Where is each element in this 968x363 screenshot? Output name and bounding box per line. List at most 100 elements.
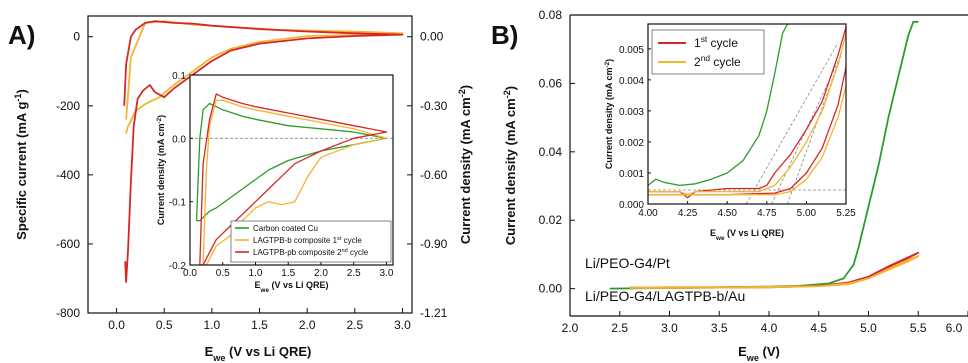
text-part: -2 xyxy=(457,89,467,97)
series-group xyxy=(609,20,920,290)
series-line-red xyxy=(648,26,846,199)
text-part: ) xyxy=(156,115,166,118)
text-part: 1 xyxy=(694,36,701,50)
inset-frame-b xyxy=(647,23,847,205)
y-tick-label: 0.0 xyxy=(172,134,186,145)
text-part: cycle xyxy=(341,236,362,245)
y-tick-label: 0.004 xyxy=(619,76,644,87)
y-tick-label: 0.06 xyxy=(539,76,563,90)
y-axis-title-inset-a: Current density (mA cm-2) xyxy=(156,115,167,225)
x-tick-label: 3.5 xyxy=(711,321,728,335)
inset-frame-a xyxy=(189,74,394,266)
x-tick-label: 1.0 xyxy=(204,318,221,332)
text-part: cycle xyxy=(707,36,738,50)
text-part: Carbon coated Cu xyxy=(253,224,318,233)
x-tick-label: 6.0 xyxy=(946,321,963,335)
text-part: we xyxy=(746,353,759,363)
y-tick-label: 0.00 xyxy=(539,282,563,296)
series-line-red xyxy=(629,251,920,289)
y-right-tick-label: -0.90 xyxy=(420,237,448,251)
text-part: LAGTPB-b composite 1 xyxy=(253,236,338,245)
panel-a: A) 0.0 0.5 1.0 1.5 2.0 2.5 3.0 0 -200 -400 -600 -800… xyxy=(8,15,473,363)
legend-entry: LAGTPB-pb composite 2nd cycle xyxy=(253,248,369,257)
text-part: we xyxy=(260,287,270,294)
panel-label-a: A) xyxy=(8,20,35,50)
text-part: cycle xyxy=(348,248,369,257)
text-part: (V vs Li QRE) xyxy=(225,344,311,359)
x-tick-label: 2.0 xyxy=(299,318,316,332)
text-part: Current density (mA cm xyxy=(156,123,166,225)
text-part: we xyxy=(212,353,225,363)
text-part: st xyxy=(337,236,342,242)
y-tick-label: 0.003 xyxy=(619,107,644,118)
text-part: ) xyxy=(458,85,473,89)
y-axis-title-b: Current density (mA cm-2) xyxy=(502,86,518,245)
text-part: we xyxy=(715,235,725,242)
text-part: ) xyxy=(503,86,518,90)
x-axis-title-a: Ewe (V vs Li QRE) xyxy=(205,344,312,363)
y-right-tick-label: 0.00 xyxy=(420,30,444,44)
text-part: E xyxy=(710,228,716,238)
y-tick-label: 0.04 xyxy=(539,145,563,159)
x-tick-label: 0.0 xyxy=(108,318,125,332)
panel-b: B) 2.0 2.5 3.0 3.5 4.0 4.5 5.0 5.5 6.0 0.00 0.02 0.0… xyxy=(491,8,968,363)
y-tick-label: 0.1 xyxy=(172,71,186,82)
text-part: Current density (mA cm xyxy=(604,67,614,169)
text-part: Current density (mA cm xyxy=(503,98,518,245)
x-tick-label: 5.5 xyxy=(910,321,927,335)
y-right-tick-label: -1.21 xyxy=(420,306,448,320)
text-part: nd xyxy=(701,53,711,63)
y-axis-title-inset-b: Current density (mA cm-2) xyxy=(604,59,615,169)
x-axis-title-b: Ewe (V) xyxy=(738,344,780,363)
series-line-yellow xyxy=(629,255,920,289)
series-group xyxy=(648,24,846,199)
plot-frame-a xyxy=(87,15,413,314)
text-part: -2 xyxy=(502,90,512,98)
y-tick-label: 0.02 xyxy=(539,213,563,227)
x-axis-title-inset-b: Ewe (V vs Li QRE) xyxy=(710,228,784,242)
y-tick-label: 0 xyxy=(73,30,80,44)
x-tick-label: 5.00 xyxy=(797,208,817,219)
text-part: (V vs Li QRE) xyxy=(724,228,784,238)
y-tick-label: 0.08 xyxy=(539,8,563,22)
text-part: ) xyxy=(14,89,29,93)
x-tick-label: 1.0 xyxy=(249,268,263,279)
x-tick-label: 4.0 xyxy=(761,321,778,335)
y-tick-label: -0.2 xyxy=(169,261,187,272)
y-right-tick-label: -0.60 xyxy=(420,168,448,182)
y-right-axis-title-a: Current density (mA cm-2) xyxy=(457,85,473,244)
text-part: LAGTPB-pb composite 2 xyxy=(253,248,342,257)
x-tick-label: 2.5 xyxy=(611,321,628,335)
x-tick-label: 0.0 xyxy=(183,268,197,279)
text-part: Current density (mA cm xyxy=(458,97,473,244)
text-part: st xyxy=(701,34,708,44)
text-part: (V) xyxy=(759,344,780,359)
panel-label-b: B) xyxy=(491,20,518,50)
guide-line xyxy=(771,61,839,205)
series-line-red xyxy=(199,93,388,265)
y-tick-label: 0.001 xyxy=(619,169,644,180)
legend-entry: Carbon coated Cu xyxy=(253,224,318,233)
series-line-green xyxy=(648,24,791,187)
legend-entry: 2nd cycle xyxy=(694,53,741,69)
text-part: (V vs Li QRE) xyxy=(269,280,329,290)
legend-box-b xyxy=(651,29,765,75)
y-tick-label: -400 xyxy=(56,168,80,182)
x-axis-title-inset-a: Ewe (V vs Li QRE) xyxy=(255,280,329,294)
x-tick-label: 5.0 xyxy=(860,321,877,335)
text-part: E xyxy=(738,344,747,359)
series-label-au: Li/PEO-G4/LAGTPB-b/Au xyxy=(585,288,745,304)
series-group xyxy=(195,93,388,265)
x-tick-label: 4.25 xyxy=(678,208,698,219)
y-tick-label: -0.1 xyxy=(169,198,187,209)
series-line-yellow xyxy=(202,99,388,265)
x-tick-label: 2.0 xyxy=(562,321,579,335)
text-part: cycle xyxy=(710,55,741,69)
y-tick-label: 0.000 xyxy=(619,200,644,211)
x-tick-label: 1.5 xyxy=(281,268,295,279)
x-tick-label: 3.0 xyxy=(661,321,678,335)
x-tick-label: 1.5 xyxy=(251,318,268,332)
text-part: nd xyxy=(341,248,347,254)
text-part: ) xyxy=(604,59,614,62)
x-tick-label: 5.25 xyxy=(836,208,856,219)
